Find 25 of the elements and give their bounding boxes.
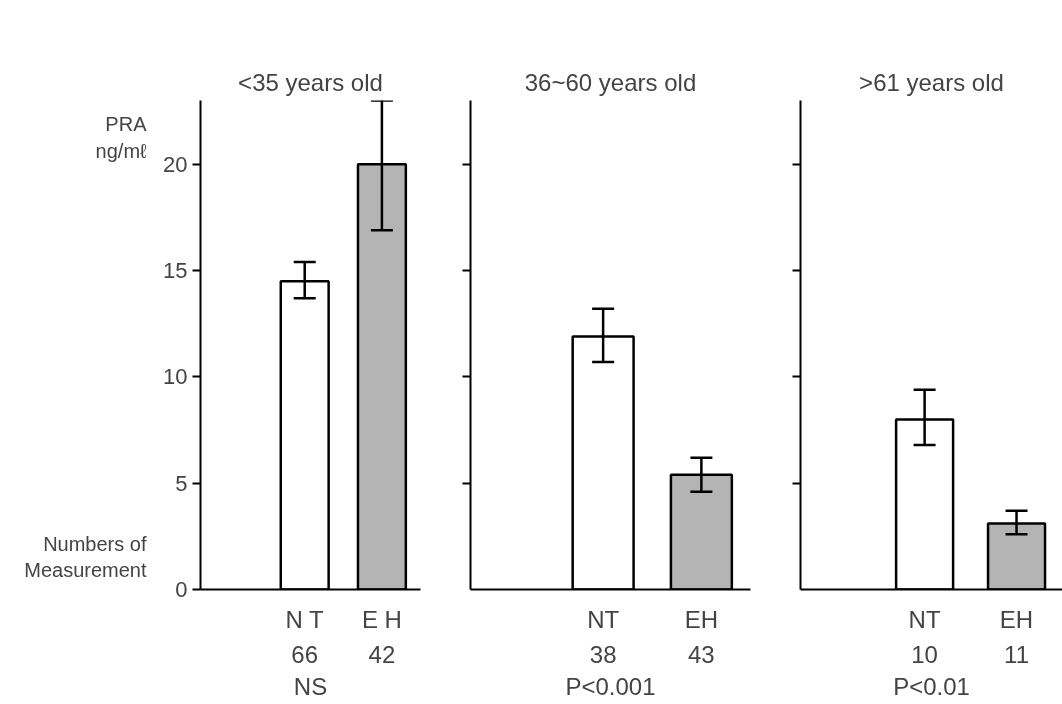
y-tick-label: 20 <box>163 151 188 177</box>
x-tick-label: E H <box>361 605 402 633</box>
y-tick-label: 15 <box>163 258 188 284</box>
text: 10 <box>911 640 938 668</box>
x-tick-label: NT <box>587 605 620 633</box>
x-tick-label: NT <box>908 605 941 633</box>
text: NS <box>293 672 328 700</box>
text: P<0.01 <box>893 672 970 700</box>
text: 38 <box>589 640 617 668</box>
text: Numbers of Measurement <box>24 532 147 581</box>
text: P<0.001 <box>565 672 656 700</box>
text: 42 <box>368 640 396 668</box>
text: 11 <box>1004 640 1029 668</box>
chart-title: 36~60 years old <box>524 68 697 96</box>
chart-title: >61 years old <box>859 68 1004 96</box>
text: 66 <box>291 640 319 668</box>
y-tick-label: 0 <box>175 577 188 602</box>
x-tick-label: N T <box>285 605 324 633</box>
x-tick-label: EH <box>684 605 719 633</box>
text: 43 <box>688 640 715 668</box>
chart-title: <35 years old <box>238 68 383 96</box>
y-tick-label: 5 <box>175 470 188 496</box>
x-tick-label: EH <box>999 605 1034 633</box>
y-axis-title: PRA ng/mℓ <box>95 113 148 162</box>
y-tick-label: 10 <box>163 364 188 390</box>
